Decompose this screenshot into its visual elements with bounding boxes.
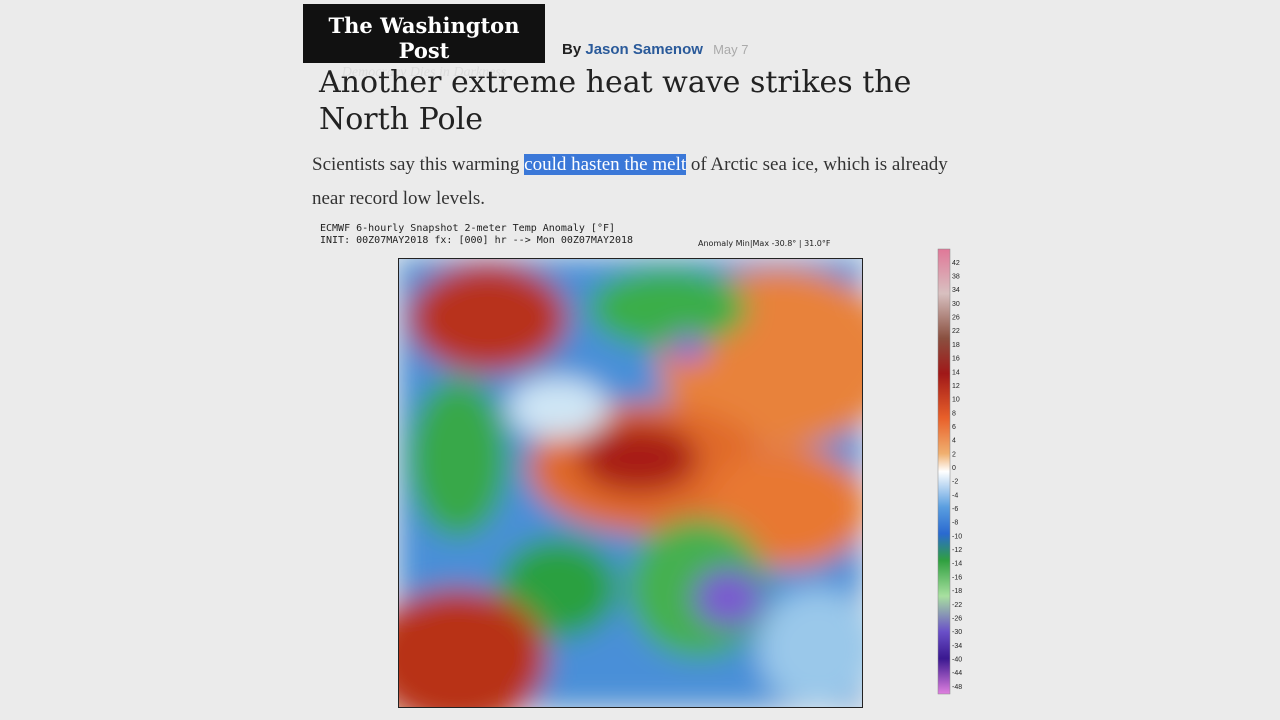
colorbar-label: 2 xyxy=(952,451,956,458)
colorbar-scale xyxy=(937,248,951,695)
colorbar-label: -44 xyxy=(952,670,962,677)
colorbar-label: -48 xyxy=(952,684,962,691)
map-title: ECMWF 6-hourly Snapshot 2-meter Temp Ano… xyxy=(320,223,616,234)
map-header: ECMWF 6-hourly Snapshot 2-meter Temp Ano… xyxy=(320,223,633,247)
colorbar-label: -26 xyxy=(952,615,962,622)
colorbar-label: 38 xyxy=(952,274,960,281)
colorbar-label: -16 xyxy=(952,574,962,581)
colorbar-label: 42 xyxy=(952,260,960,267)
map-init: INIT: 00Z07MAY2018 fx: [000] hr --> Mon … xyxy=(320,235,634,246)
colorbar-label: -2 xyxy=(952,479,958,486)
colorbar-label: 4 xyxy=(952,438,956,445)
author-link[interactable]: Jason Samenow xyxy=(585,41,703,58)
masthead-tagline: Democracy Dies in Darkness xyxy=(341,65,507,80)
dek-highlight: could hasten the melt xyxy=(524,154,687,175)
map-range: Anomaly Min|Max -30.8° | 31.0°F xyxy=(698,239,831,248)
byline: By Jason Samenow May 7 xyxy=(562,41,748,58)
colorbar-label: 6 xyxy=(952,424,956,431)
colorbar-label: 14 xyxy=(952,369,960,376)
colorbar: 423834302622181614121086420-2-4-6-8-10-1… xyxy=(937,248,962,695)
colorbar-label: -6 xyxy=(952,506,958,513)
colorbar-label: -12 xyxy=(952,547,962,554)
colorbar-label: -34 xyxy=(952,643,962,650)
colorbar-label: 0 xyxy=(952,465,956,472)
colorbar-label: -18 xyxy=(952,588,962,595)
colorbar-label: -8 xyxy=(952,520,958,527)
colorbar-label: -4 xyxy=(952,492,958,499)
colorbar-label: -30 xyxy=(952,629,962,636)
headline: Another extreme heat wave strikes the No… xyxy=(319,65,912,137)
anomaly-map xyxy=(398,258,863,708)
colorbar-label: 18 xyxy=(952,342,960,349)
date: May 7 xyxy=(713,42,749,57)
colorbar-label: -10 xyxy=(952,533,962,540)
colorbar-label: -40 xyxy=(952,656,962,663)
colorbar-label: 34 xyxy=(952,287,960,294)
dek: Scientists say this warming could hasten… xyxy=(312,148,972,216)
colorbar-label: 22 xyxy=(952,328,960,335)
colorbar-label: 16 xyxy=(952,356,960,363)
colorbar-label: 26 xyxy=(952,315,960,322)
dek-text: Scientists say this warming xyxy=(312,154,525,175)
colorbar-label: -22 xyxy=(952,602,962,609)
colorbar-label: 10 xyxy=(952,397,960,404)
colorbar-label: 8 xyxy=(952,410,956,417)
byline-prefix: By xyxy=(562,41,582,58)
colorbar-label: -14 xyxy=(952,561,962,568)
dek-text: of Arctic sea ice, which is already near… xyxy=(312,154,948,209)
colorbar-label: 12 xyxy=(952,383,960,390)
masthead[interactable]: The Washington Post Democracy Dies in Da… xyxy=(303,4,545,80)
colorbar-label: 30 xyxy=(952,301,960,308)
masthead-title: The Washington Post xyxy=(328,13,520,63)
